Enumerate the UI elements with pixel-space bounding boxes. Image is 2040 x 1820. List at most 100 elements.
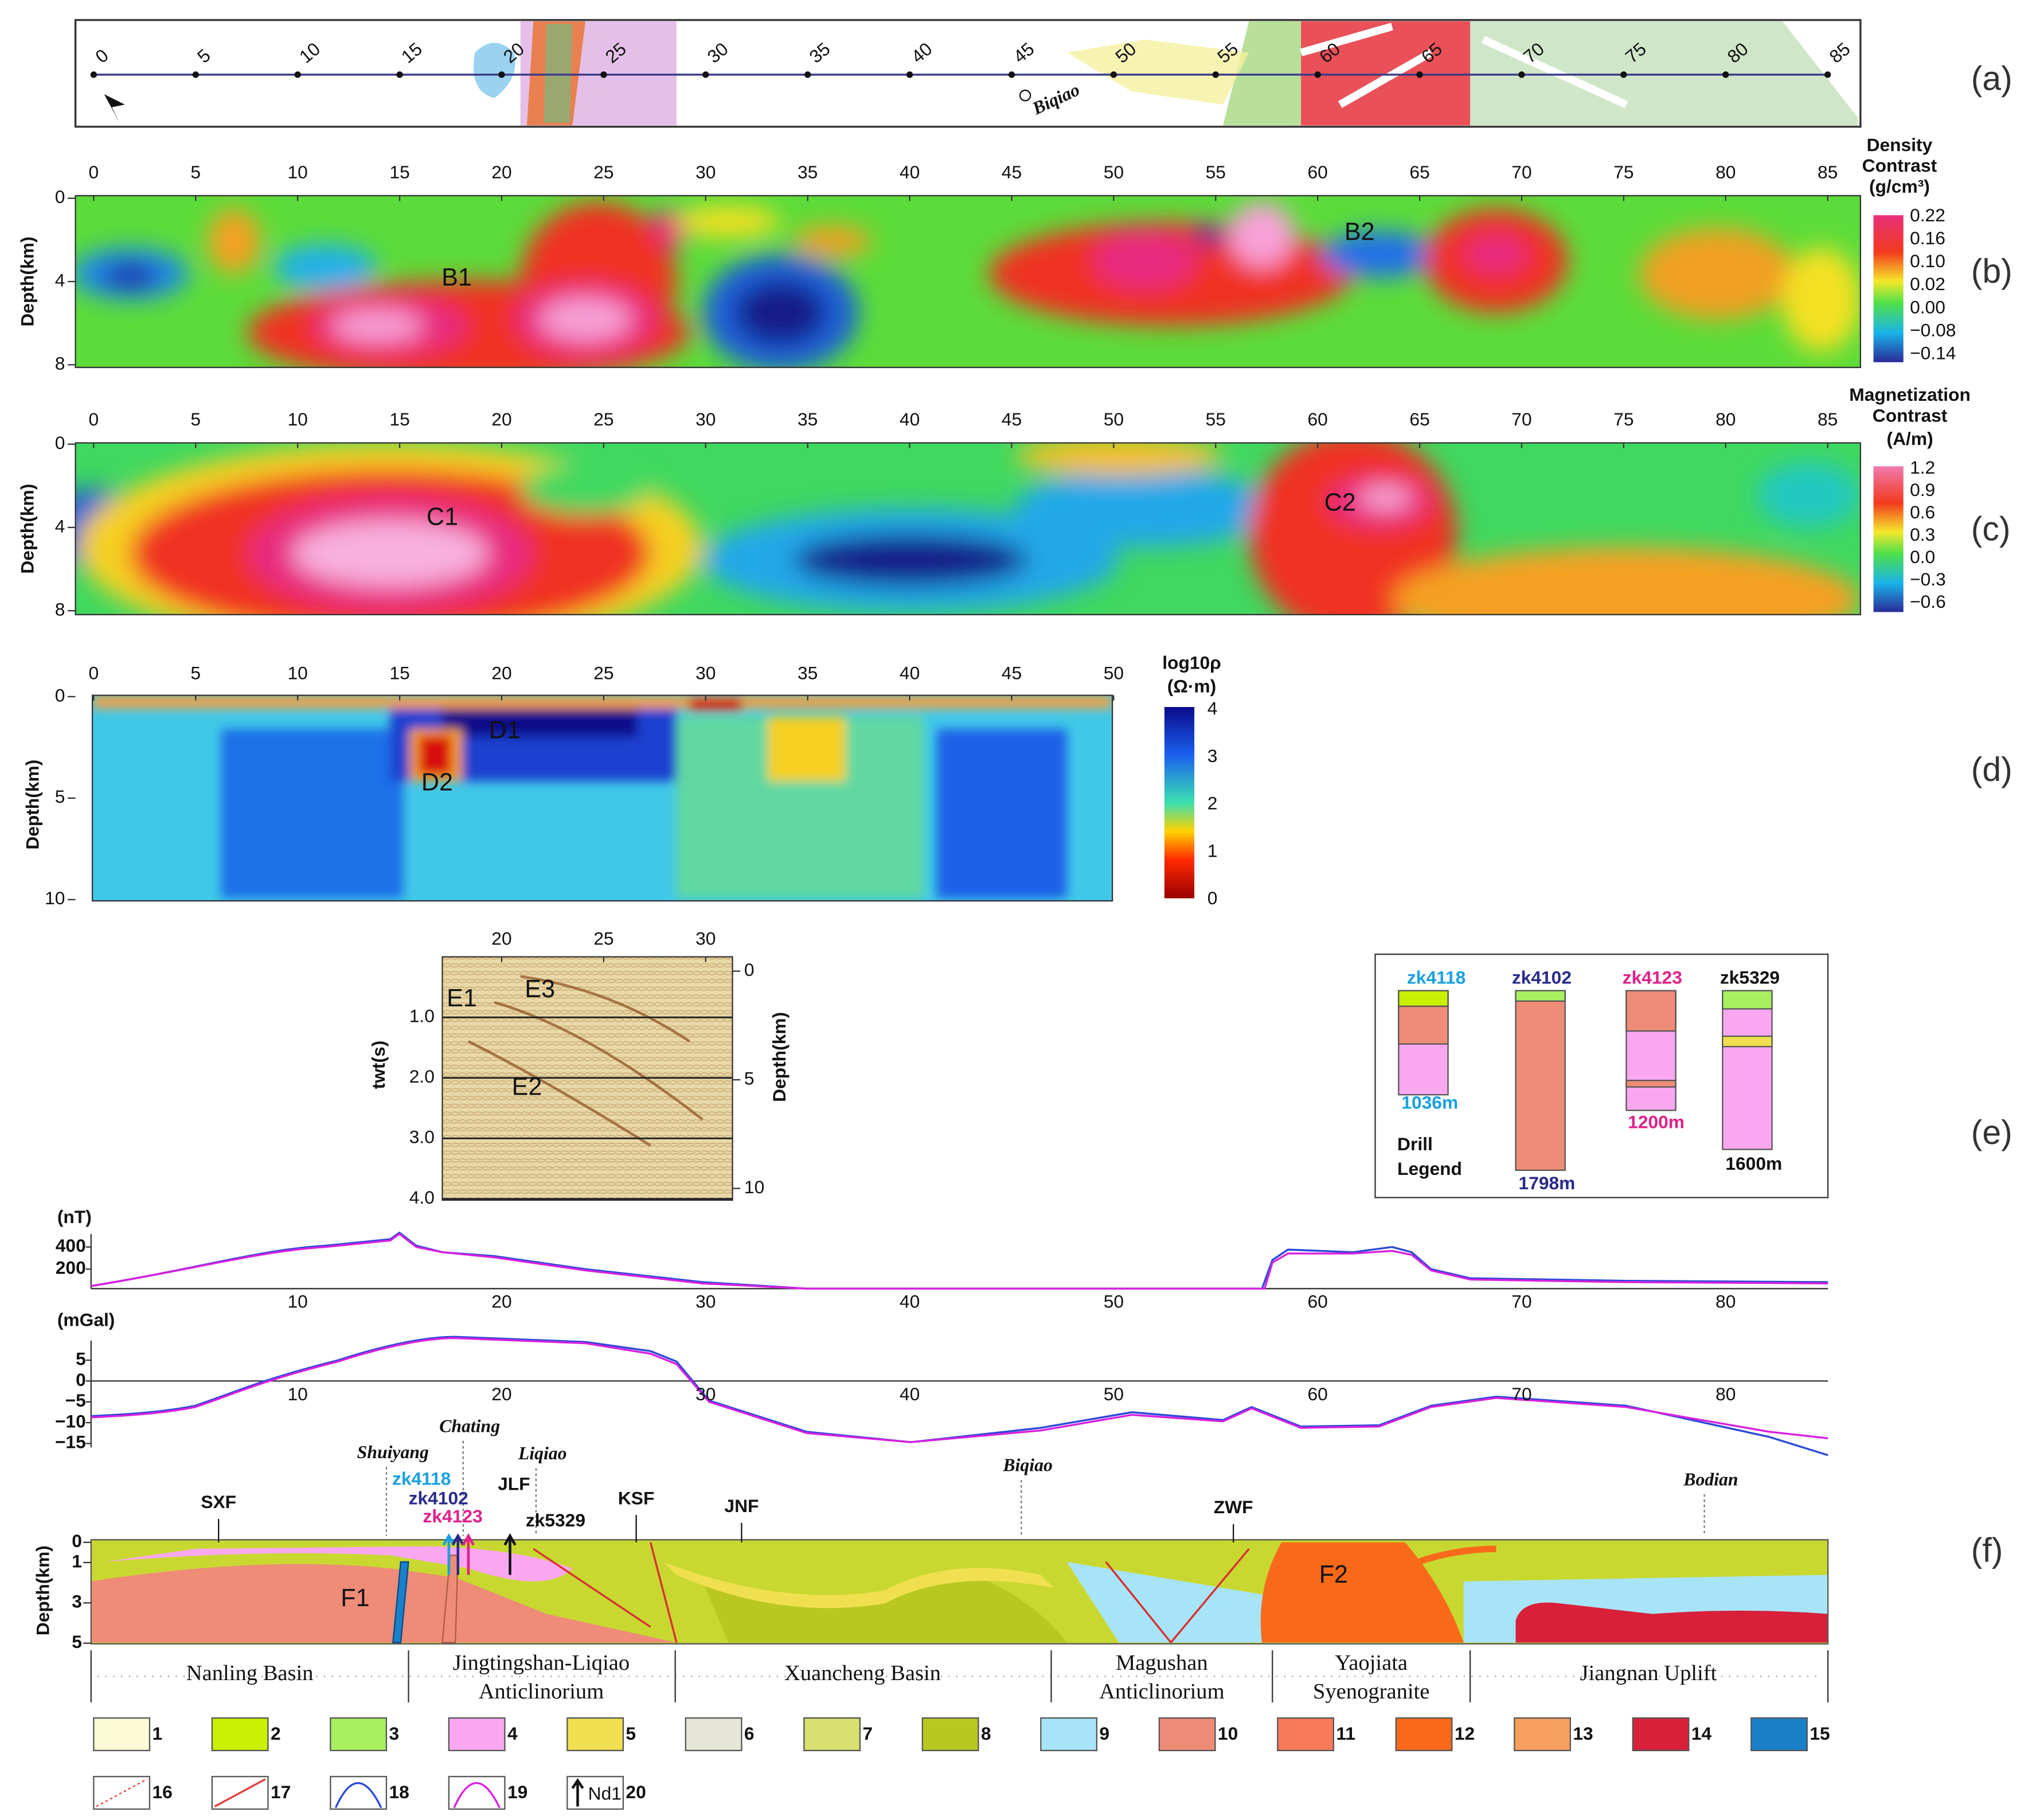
axis-unit: (nT) [57,1206,92,1227]
y2-tick-label: 10 [744,1177,764,1197]
x-tick-label: 10 [288,663,308,684]
x-tick-label: 40 [900,663,920,684]
x-tick-label: 20 [491,1291,511,1312]
unit-label: Anticlinorium [479,1680,604,1704]
well-marker [451,1533,464,1575]
annotation: C1 [427,503,458,530]
legend-symbol [214,1778,266,1807]
x-tick-label: 5 [190,162,201,182]
colorbar-tick-label: 1.2 [1910,457,1935,478]
colorbar [1873,466,1904,612]
legend-symbol [571,1778,584,1807]
y-tick-label: 1 [72,1550,82,1571]
legend-label: 10 [1218,1723,1238,1744]
x-tick-label: 80 [1715,1384,1736,1404]
well-label: zk5329 [526,1510,585,1530]
unit-5 [663,1561,1054,1608]
legend-label: 13 [1573,1723,1593,1744]
colorbar-tick-label: −0.14 [1910,342,1956,363]
x-tick-label: 70 [1511,162,1531,182]
unit-10 [91,1564,677,1643]
drill-layer [1722,1035,1773,1048]
unit-label: Anticlinorium [1099,1680,1225,1704]
legend-label: 1 [152,1723,162,1744]
well-marker [462,1533,475,1575]
x-tick-label: 30 [695,1291,716,1312]
drill-panel: zk4118 zk4102 zk4123 zk5329 1036m 1798m … [1374,954,1829,1198]
legend-symbol [453,1782,501,1809]
annotation: B1 [441,264,472,291]
legend-label: 5 [626,1723,636,1744]
x-tick-label: 80 [1715,1291,1736,1312]
legend-swatch [566,1717,624,1751]
drill-legend: Legend [1397,1158,1462,1179]
x-tick-label: 30 [695,928,716,949]
legend-swatch [1514,1717,1571,1751]
fault-label: JNF [724,1495,759,1516]
reflector [467,975,704,1147]
legend-swatch [1277,1717,1334,1751]
y-tick-label: −5 [65,1390,86,1411]
map-unit [1470,21,1858,126]
drill-layer [1722,990,1773,1010]
tick-dot [804,71,811,78]
tick-dot [1824,71,1831,78]
place-label: Biqiao [1002,1455,1052,1475]
x-tick-label: 25 [593,162,613,182]
drill-layer [1398,990,1449,1007]
colorbar-title: Magnetization [1849,384,1971,405]
legend-swatch [685,1717,742,1751]
legend-swatch [1040,1717,1098,1751]
x-tick-label: 35 [798,162,818,182]
x-tick-label: 80 [1715,162,1736,182]
colorbar-tick-label: 2 [1207,793,1218,814]
y-tick-label: 200 [56,1257,86,1278]
well-marker [503,1533,517,1575]
legend-label: 14 [1691,1723,1712,1744]
x-tick-label: 20 [491,928,511,949]
y2-tick-label: 5 [744,1068,755,1089]
drill-column [1722,990,1773,1150]
x-tick-label: 70 [1511,1291,1531,1312]
legend-label: 12 [1455,1723,1475,1744]
tick-dot [1314,71,1321,78]
annotation: D1 [489,717,521,744]
map-unit [473,42,515,99]
legend-label: 4 [507,1723,518,1744]
legend-label: 3 [389,1723,399,1744]
fault-label: ZWF [1214,1497,1253,1517]
legend-swatch [211,1717,269,1751]
map-unit [1288,21,1471,126]
y-tick-label: 10 [45,888,65,908]
axis: 0 5 10 15 20 25 30 35 40 45 50 55 60 65 70 75 80 85 0 4 8 0.2… [55,162,1956,374]
x-tick-label: 65 [1409,409,1429,429]
axis: 01 3 5 [72,1530,91,1652]
legend-label: 18 [389,1782,409,1802]
panel-label: (f) [1971,1532,2003,1569]
unit-label: Nanling Basin [186,1661,314,1685]
y-tick-label: 1.0 [409,1006,435,1026]
legend-label: 15 [1810,1723,1830,1744]
x-tick-label: 75 [1613,409,1633,429]
legend-symbol [96,1778,147,1807]
unit-label: Xuancheng Basin [784,1661,941,1685]
well-label: zk4102 [409,1487,468,1508]
tick-dot [906,71,913,78]
y-tick-label: −15 [55,1432,86,1452]
plot-frame [75,442,1861,616]
legend-label: 17 [271,1782,291,1802]
x-tick-label: 85 [1818,409,1838,429]
legend-swatch [1395,1717,1453,1751]
x-tick-label: 30 [695,162,716,182]
colorbar-tick-label: 0.10 [1910,251,1945,271]
colorbar-tick-label: 0.22 [1910,205,1945,225]
y-axis-title: Depth(km) [769,1012,790,1102]
y-tick-label: 3 [72,1591,82,1612]
place-label: Bodian [1683,1469,1738,1489]
section-panel: 01 3 5 Depth(km) F1 F2 Shuiyang Chating Liqi… [33,1416,1829,1704]
